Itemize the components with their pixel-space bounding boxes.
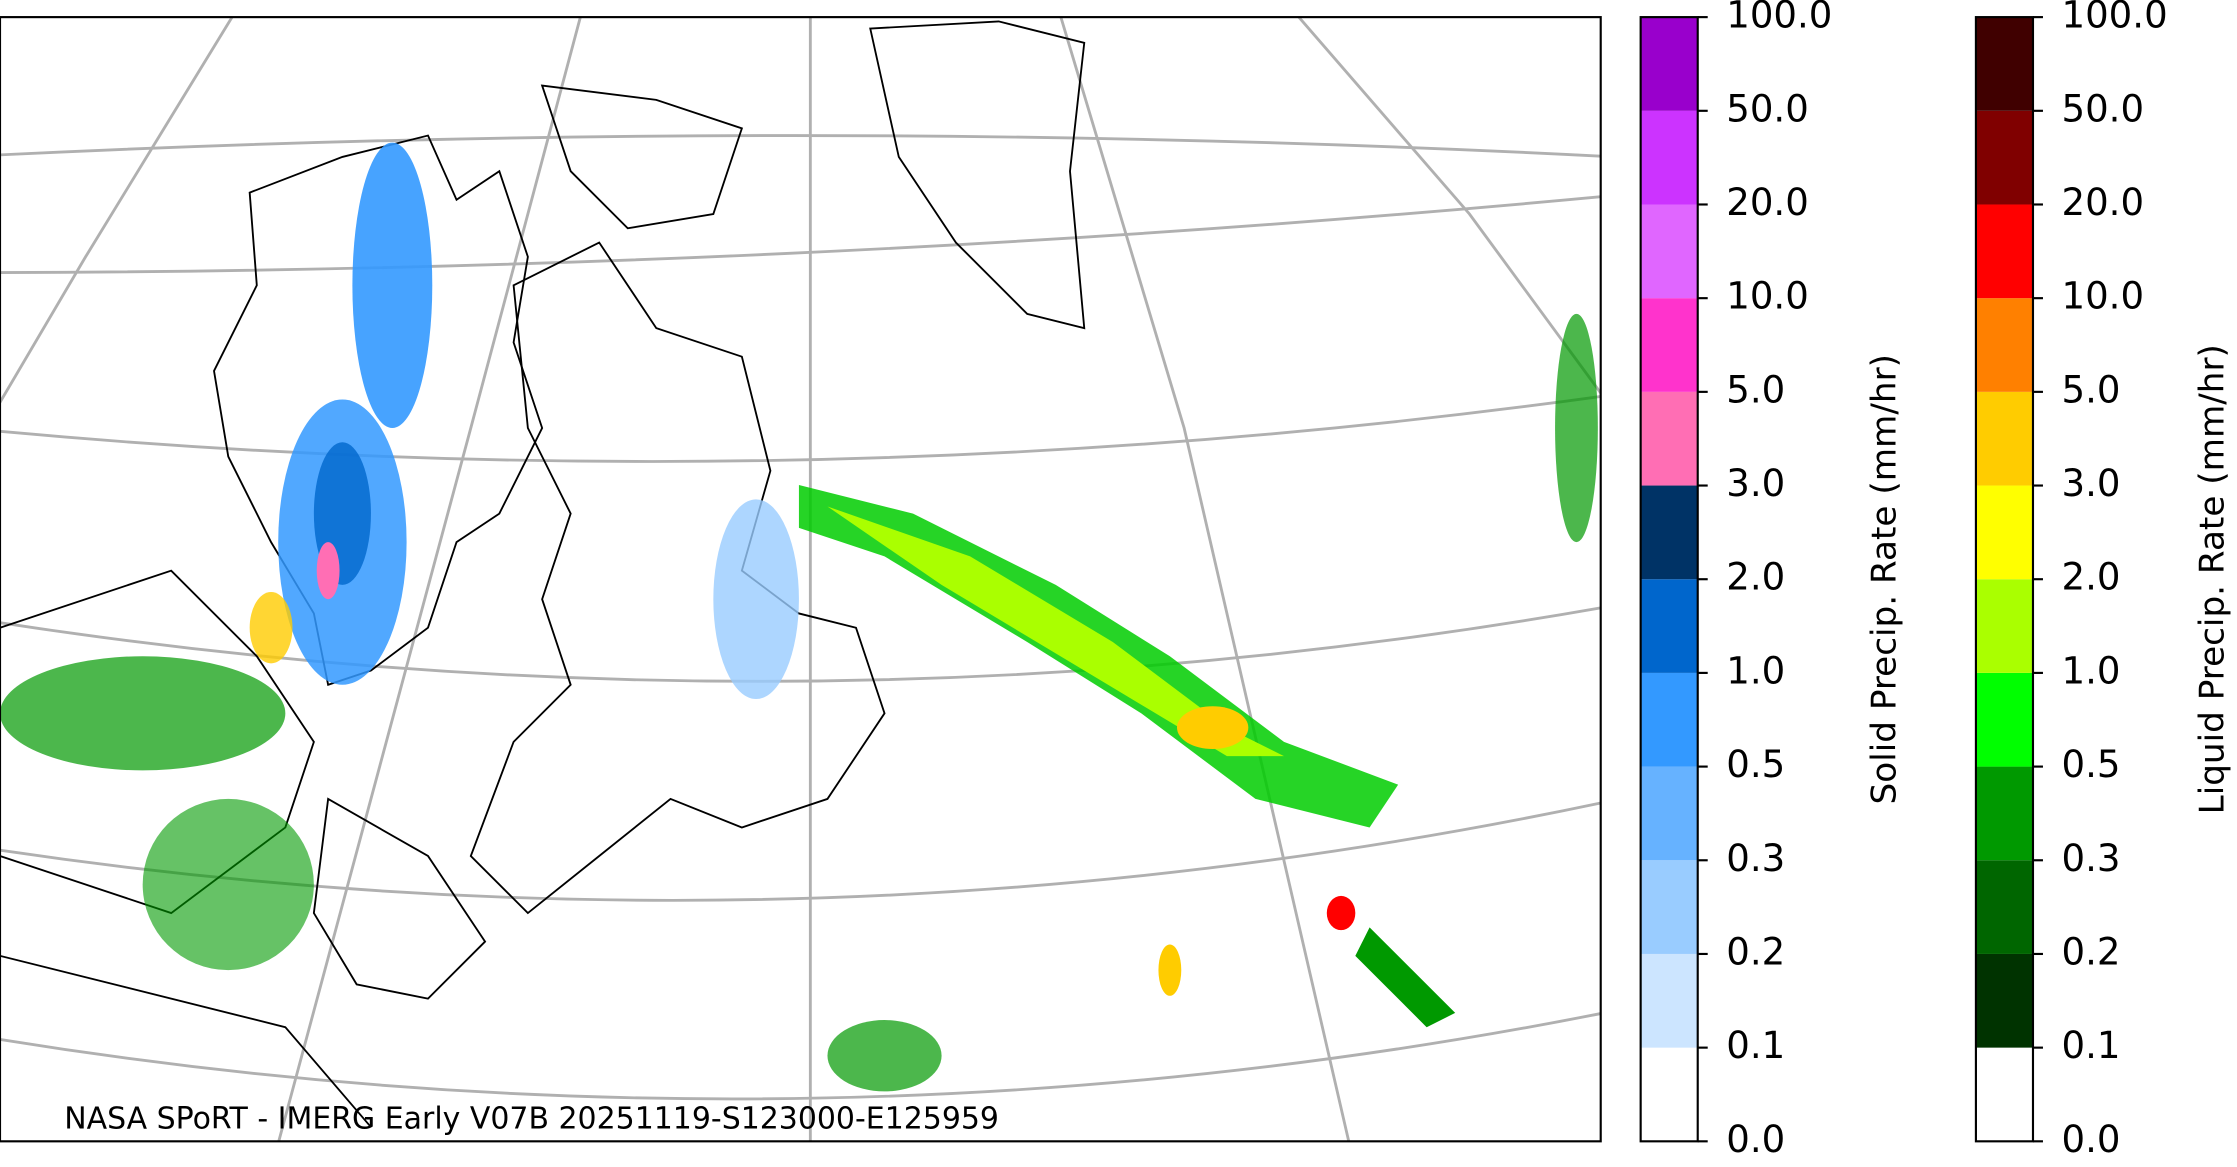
colorbar-tick-label: 0.5 — [1726, 743, 1785, 786]
colorbar-tick-label: 5.0 — [1726, 368, 1785, 411]
colorbar-segment — [1975, 953, 2033, 1048]
map-panel: NASA SPoRT - IMERG Early V07B 20251119-S… — [0, 16, 1602, 1143]
colorbar-segment — [1640, 204, 1698, 299]
colorbar-tick-label: 0.2 — [1726, 930, 1785, 973]
colorbar-tick-label: 50.0 — [1726, 87, 1809, 130]
colorbar-segment — [1640, 110, 1698, 205]
map-frame — [0, 16, 1602, 1143]
colorbar-segment — [1975, 391, 2033, 486]
colorbar-segment — [1640, 17, 1698, 111]
colorbar-tick-label: 0.3 — [2062, 837, 2121, 880]
graticule — [0, 17, 1601, 1142]
colorbar-tick-label: 10.0 — [2062, 275, 2145, 318]
colorbar-tick-label: 0.5 — [2062, 743, 2121, 786]
colorbar-tick-label: 0.1 — [1726, 1024, 1785, 1067]
colorbar-segment — [1975, 110, 2033, 205]
colorbar-segment — [1640, 579, 1698, 673]
colorbar-segment — [1975, 17, 2033, 111]
coastlines — [0, 20, 1086, 1128]
colorbar-segment — [1975, 485, 2033, 580]
colorbar-tick-label: 50.0 — [2062, 87, 2145, 130]
colorbar-tick-label: 2.0 — [2062, 556, 2121, 599]
colorbar-segment — [1640, 860, 1698, 954]
colorbar-tick-label: 0.0 — [2062, 1118, 2121, 1161]
colorbar-segment — [1975, 860, 2033, 954]
colorbar-tick-label: 1.0 — [1726, 649, 1785, 692]
colorbar-label: Liquid Precip. Rate (mm/hr) — [2193, 344, 2233, 814]
colorbar-segment — [1640, 391, 1698, 486]
colorbar-segment — [1975, 204, 2033, 299]
colorbar-tick-label: 5.0 — [2062, 368, 2121, 411]
colorbar-segment — [1640, 766, 1698, 861]
colorbar-segment — [1975, 298, 2033, 392]
colorbar-segment — [1640, 485, 1698, 580]
colorbar-tick-label: 2.0 — [1726, 556, 1785, 599]
colorbar-tick-label: 100.0 — [2062, 0, 2168, 37]
precipitation — [0, 142, 1598, 1092]
colorbar-segment — [1975, 1047, 2033, 1142]
colorbar-tick-label: 10.0 — [1726, 275, 1809, 318]
colorbar-tick-label: 1.0 — [2062, 649, 2121, 692]
colorbar-segment — [1975, 579, 2033, 673]
colorbar-tick-label: 3.0 — [1726, 462, 1785, 505]
colorbar-tick-label: 0.2 — [2062, 930, 2121, 973]
caption: NASA SPoRT - IMERG Early V07B 20251119-S… — [64, 1101, 999, 1136]
colorbar-segment — [1640, 953, 1698, 1048]
colorbars: 0.0 0.1 0.2 0.3 0.5 1.0 2.0 3.0 5.0 10.0 20.0 50.0 1… — [1639, 0, 2233, 1161]
colorbar-tick-label: 20.0 — [2062, 181, 2145, 224]
colorbar-segment — [1975, 672, 2033, 767]
colorbar-tick-label: 0.1 — [2062, 1024, 2121, 1067]
colorbar-segment — [1975, 766, 2033, 861]
colorbar-tick-label: 0.3 — [1726, 837, 1785, 880]
colorbar-tick-label: 0.0 — [1726, 1118, 1785, 1161]
colorbar-tick-label: 3.0 — [2062, 462, 2121, 505]
colorbar-segment — [1640, 298, 1698, 392]
colorbar-label: Solid Precip. Rate (mm/hr) — [1865, 354, 1905, 804]
colorbar-segment — [1640, 1047, 1698, 1142]
colorbar-tick-label: 100.0 — [1726, 0, 1832, 37]
colorbar-tick-label: 20.0 — [1726, 181, 1809, 224]
colorbar-segment — [1640, 672, 1698, 767]
